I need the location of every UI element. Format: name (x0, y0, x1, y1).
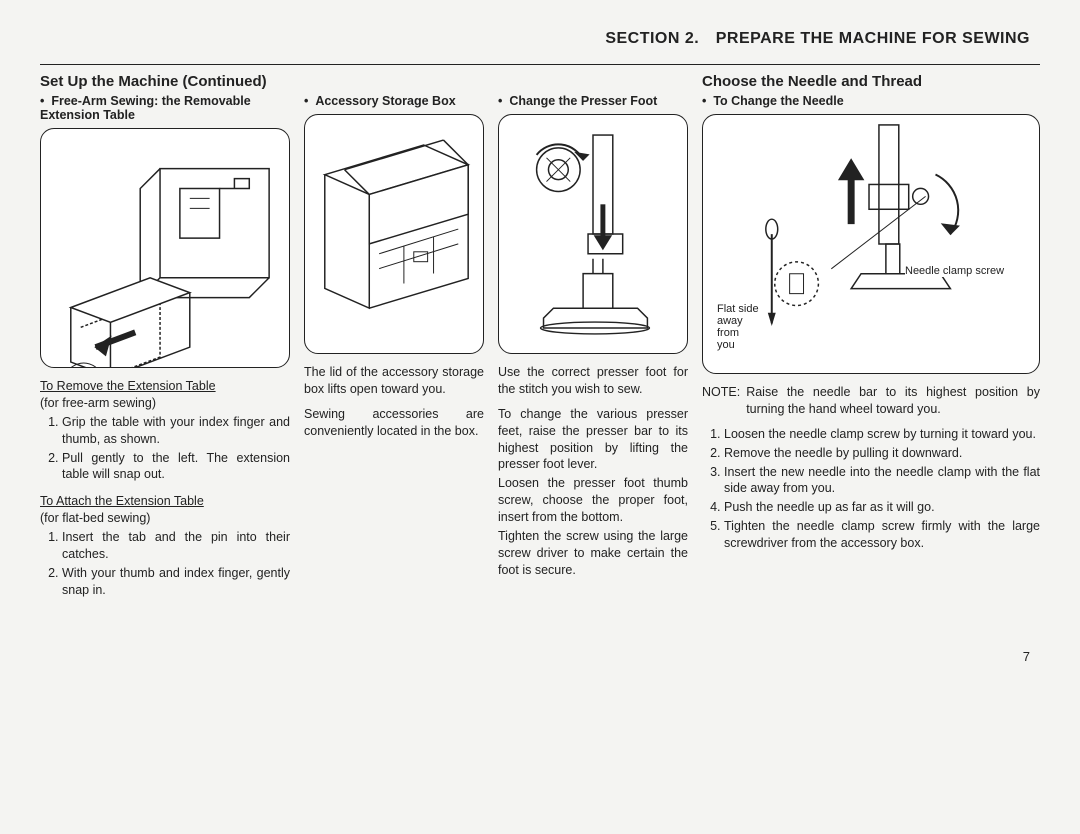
remove-title: To Remove the Extension Table (40, 378, 290, 395)
col3-p3: Loosen the presser foot thumb screw, cho… (498, 475, 688, 526)
col3-p1: Use the correct presser foot for the sti… (498, 364, 688, 398)
note-text: Raise the needle bar to its highest posi… (746, 384, 1040, 418)
remove-sub: (for free-arm sewing) (40, 395, 290, 412)
list-item: Insert the new needle into the needle cl… (724, 464, 1040, 498)
figure-extension-table (40, 128, 290, 368)
col3-title: Change the Presser Foot (498, 94, 688, 108)
col4-title: To Change the Needle (702, 94, 1040, 108)
col3-p4: Tighten the screw using the large screw … (498, 528, 688, 579)
column-3: Change the Presser Foot (498, 73, 688, 609)
column-2: Accessory Storage Box (304, 73, 484, 609)
figure-presser-foot (498, 114, 688, 354)
figure-needle-change: Needle clamp screw Flat side away from y… (702, 114, 1040, 374)
remove-steps: Grip the table with your index finger an… (40, 414, 290, 484)
list-item: Grip the table with your index finger an… (62, 414, 290, 448)
choose-heading: Choose the Needle and Thread (702, 73, 1040, 90)
list-item: With your thumb and index finger, gently… (62, 565, 290, 599)
list-item: Push the needle up as far as it will go. (724, 499, 1040, 516)
col3-p2: To change the various presser feet, rais… (498, 406, 688, 474)
needle-steps: Loosen the needle clamp screw by turning… (702, 426, 1040, 552)
callout-flat-side: Flat side away from you (717, 303, 759, 351)
list-item: Insert the tab and the pin into their ca… (62, 529, 290, 563)
column-1: Set Up the Machine (Continued) Free-Arm … (40, 73, 290, 609)
list-item: Pull gently to the left. The extension t… (62, 450, 290, 484)
section-header: SECTION 2. PREPARE THE MACHINE FOR SEWIN… (40, 30, 1040, 54)
note: NOTE: Raise the needle bar to its highes… (702, 384, 1040, 418)
attach-sub: (for flat-bed sewing) (40, 510, 290, 527)
callout-clamp-screw: Needle clamp screw (905, 265, 1025, 277)
attach-title: To Attach the Extension Table (40, 493, 290, 510)
list-item: Tighten the needle clamp screw firmly wi… (724, 518, 1040, 552)
attach-steps: Insert the tab and the pin into their ca… (40, 529, 290, 599)
setup-heading: Set Up the Machine (Continued) (40, 73, 290, 90)
list-item: Loosen the needle clamp screw by turning… (724, 426, 1040, 443)
column-4: Choose the Needle and Thread To Change t… (702, 73, 1040, 609)
columns: Set Up the Machine (Continued) Free-Arm … (40, 73, 1040, 609)
list-item: Remove the needle by pulling it downward… (724, 445, 1040, 462)
page-number: 7 (40, 649, 1040, 664)
col1-title: Free-Arm Sewing: the Removable Extension… (40, 94, 290, 122)
figure-accessory-box (304, 114, 484, 354)
separator-rule (40, 64, 1040, 65)
col2-p2: Sewing accessories are conveniently loca… (304, 406, 484, 440)
col2-title: Accessory Storage Box (304, 94, 484, 108)
note-label: NOTE: (702, 384, 740, 418)
col2-p1: The lid of the accessory storage box lif… (304, 364, 484, 398)
